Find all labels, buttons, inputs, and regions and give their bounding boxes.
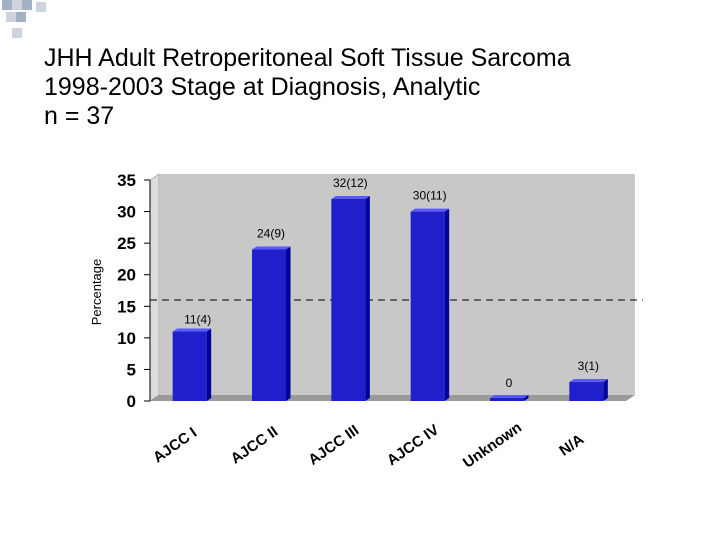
bar-top	[410, 208, 450, 212]
title-line: JHH Adult Retroperitoneal Soft Tissue Sa…	[44, 44, 571, 72]
y-tick-label: 15	[117, 297, 136, 316]
y-tick-label: 30	[117, 203, 136, 222]
y-axis-label: Percentage	[89, 259, 104, 326]
data-label: 3(1)	[578, 359, 599, 373]
deco-square	[12, 0, 22, 10]
y-tick-label: 25	[117, 234, 136, 253]
side-wall	[149, 173, 160, 402]
y-tick-label: 35	[117, 171, 136, 190]
data-label: 30(11)	[413, 189, 447, 203]
data-label: 24(9)	[257, 226, 285, 240]
deco-square	[6, 12, 16, 22]
bar-side	[286, 246, 291, 401]
x-tick-label: AJCC IV	[384, 421, 442, 469]
bar-top	[490, 395, 529, 398]
data-label: 0	[506, 376, 513, 390]
bar-side	[603, 379, 608, 401]
bar	[569, 382, 604, 401]
deco-square	[36, 2, 46, 12]
floor	[150, 395, 635, 401]
deco-square	[16, 12, 26, 22]
deco-square	[12, 28, 22, 38]
bar	[410, 211, 445, 401]
bar-side	[206, 328, 212, 401]
deco-square	[22, 0, 32, 10]
x-tick-label: N/A	[556, 431, 587, 460]
title-line: n = 37	[44, 102, 115, 130]
slide-title: JHH Adult Retroperitoneal Soft Tissue Sa…	[44, 44, 571, 131]
x-tick-label: AJCC III	[305, 422, 362, 469]
bar-top	[252, 246, 291, 250]
x-tick-label: AJCC I	[150, 424, 200, 466]
y-tick-label: 10	[117, 329, 136, 348]
bar	[252, 249, 286, 401]
back-wall	[159, 174, 635, 395]
bar-side	[365, 195, 370, 401]
decorative-squares	[2, 0, 46, 38]
y-tick-label: 20	[117, 266, 136, 285]
y-tick-label: 5	[127, 360, 136, 379]
bar	[172, 331, 207, 401]
bar-top	[569, 379, 608, 383]
bar	[331, 198, 366, 401]
bar-side	[524, 395, 529, 401]
title-line: 1998-2003 Stage at Diagnosis, Analytic	[44, 73, 481, 101]
bar	[490, 398, 524, 401]
bar-top	[331, 195, 370, 199]
x-tick-label: Unknown	[460, 419, 525, 472]
bar-top	[172, 328, 212, 332]
data-label: 11(4)	[184, 313, 211, 327]
deco-square	[2, 0, 12, 10]
y-tick-label: 0	[127, 392, 136, 411]
x-tick-label: AJCC II	[228, 423, 281, 468]
data-label: 32(12)	[333, 176, 368, 190]
bar-side	[444, 208, 450, 401]
